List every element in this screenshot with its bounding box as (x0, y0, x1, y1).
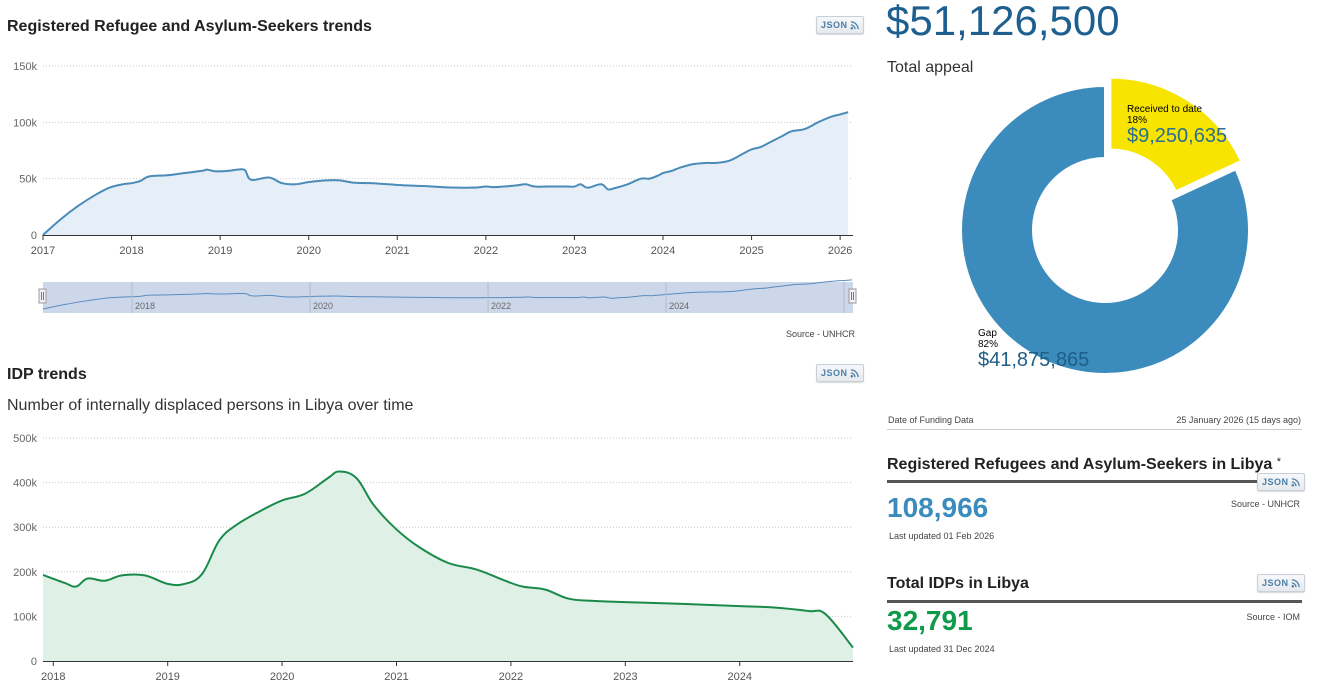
refugee-stat-value: 108,966 (887, 492, 989, 523)
x-tick-label: 2023 (613, 671, 637, 683)
json-label: JSON (821, 368, 848, 378)
y-tick-label: 100k (13, 117, 37, 129)
idp-trends-chart: 0 100k 200k 300k 400k 500k 2018 2019 2020 2021 202… (13, 433, 854, 683)
navigator-label: 2020 (313, 301, 333, 311)
refugee-trends-chart: 0 50k 100k 150k 2017 2018 2019 2020 2021 2022 2023… (13, 61, 857, 313)
idp-stat-json-button[interactable]: JSON (1257, 574, 1305, 592)
gap-label-group: Gap 82% $41,875,865 (978, 328, 1089, 370)
x-tick-label: 2024 (727, 671, 751, 683)
donut-slice-received[interactable] (1109, 76, 1243, 193)
x-tick-label: 2021 (384, 671, 408, 683)
gap-amount: $41,875,865 (978, 349, 1090, 371)
funding-date-value: 25 January 2026 (15 days ago) (1176, 415, 1301, 425)
navigator-label: 2024 (669, 301, 689, 311)
y-tick-label: 500k (13, 433, 37, 445)
y-tick-label: 50k (19, 174, 37, 186)
idp-trends-json-button[interactable]: JSON (816, 364, 864, 382)
refugee-trends-source: Source - UNHCR (786, 329, 856, 339)
x-tick-label: 2023 (562, 245, 586, 257)
x-tick-label: 2020 (296, 245, 320, 257)
x-tick-label: 2018 (119, 245, 143, 257)
divider (887, 600, 1302, 603)
y-tick-label: 400k (13, 478, 37, 490)
refugee-stat-title: Registered Refugees and Asylum-Seekers i… (887, 456, 1281, 474)
x-tick-label: 2017 (31, 245, 55, 257)
navigator-label: 2018 (135, 301, 155, 311)
idp-stat-source: Source - IOM (1246, 612, 1300, 622)
funding-donut-chart (960, 76, 1250, 375)
idp-trends-title: IDP trends (7, 366, 87, 383)
navigator-line (42, 279, 853, 310)
idp-stat-title: Total IDPs in Libya (887, 575, 1029, 592)
received-percent: 18% (1127, 115, 1148, 126)
gap-percent: 82% (978, 339, 999, 350)
refugee-trends-json-button[interactable]: JSON (816, 16, 864, 34)
y-tick-label: 100k (13, 611, 37, 623)
funding-date-label: Date of Funding Data (888, 415, 974, 425)
asterisk-note: * (1276, 456, 1282, 468)
x-tick-label: 2018 (41, 671, 65, 683)
y-tick-label: 0 (31, 230, 37, 242)
y-tick-label: 0 (31, 656, 37, 668)
x-tick-label: 2019 (155, 671, 179, 683)
total-appeal-label: Total appeal (887, 59, 974, 76)
refugee-stat-json-button[interactable]: JSON (1257, 473, 1305, 491)
navigator-handle[interactable] (38, 288, 47, 304)
navigator-label: 2022 (491, 301, 511, 311)
refugee-stat-updated: Last updated 01 Feb 2026 (889, 531, 995, 541)
idp-stat-value: 32,791 (887, 605, 973, 636)
refugee-stat-source: Source - UNHCR (1230, 499, 1300, 509)
divider (887, 429, 1302, 430)
divider (887, 480, 1302, 483)
total-appeal-amount: $51,126,500 (886, 0, 1120, 44)
refugee-trends-title: Registered Refugee and Asylum-Seekers tr… (7, 18, 372, 35)
handle-body (38, 288, 47, 304)
x-tick-label: 2021 (385, 245, 409, 257)
received-label-group: Received to date 18% $9,250,635 (1127, 104, 1227, 146)
y-tick-label: 300k (13, 522, 37, 534)
rss-icon (1291, 578, 1300, 587)
handle-body (848, 288, 857, 304)
received-label: Received to date (1127, 104, 1203, 115)
area-fill (43, 112, 849, 235)
gap-label: Gap (978, 328, 997, 339)
x-tick-label: 2019 (208, 245, 232, 257)
idp-trends-subtitle: Number of internally displaced persons i… (7, 397, 414, 414)
x-tick-label: 2020 (270, 671, 294, 683)
x-tick-label: 2026 (828, 245, 852, 257)
donut-slice-gap[interactable] (960, 84, 1250, 375)
area-fill (43, 471, 853, 661)
x-tick-label: 2022 (499, 671, 523, 683)
series-line (42, 111, 849, 236)
series-line (42, 470, 854, 649)
x-tick-label: 2022 (474, 245, 498, 257)
json-label: JSON (1262, 477, 1289, 487)
y-tick-label: 150k (13, 61, 37, 73)
y-tick-label: 200k (13, 567, 37, 579)
navigator-handle[interactable] (848, 288, 857, 304)
x-tick-label: 2024 (651, 245, 675, 257)
idp-stat-updated: Last updated 31 Dec 2024 (889, 644, 995, 654)
rss-icon (850, 20, 859, 29)
rss-icon (1291, 477, 1300, 486)
received-amount: $9,250,635 (1127, 125, 1228, 147)
json-label: JSON (821, 20, 848, 30)
rss-icon (850, 368, 859, 377)
x-tick-label: 2025 (739, 245, 763, 257)
json-label: JSON (1262, 578, 1289, 588)
refugee-stat-title-text: Registered Refugees and Asylum-Seekers i… (887, 456, 1273, 473)
